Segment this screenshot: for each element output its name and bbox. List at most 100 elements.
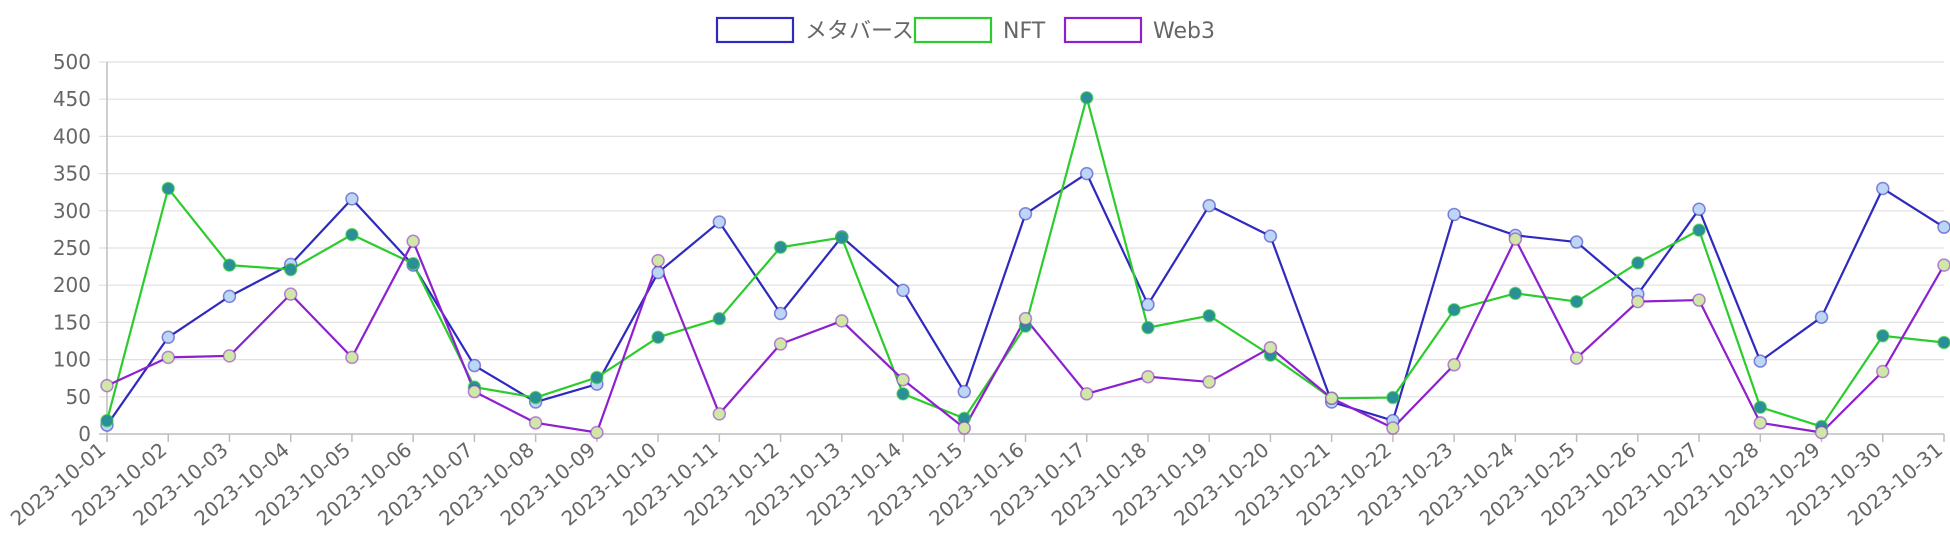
data-point: [1569, 235, 1584, 249]
series-3: [106, 237, 1945, 434]
data-point: [528, 390, 543, 405]
data-point: [1753, 400, 1768, 414]
y-tick-label: 200: [53, 273, 91, 297]
data-point: [222, 258, 237, 272]
y-axis: 0 50 100 150 200 250 300 350 400 450 500: [53, 50, 91, 446]
data-point: [651, 330, 665, 345]
data-point: [835, 314, 849, 328]
data-point: [1876, 329, 1890, 343]
data-point: [1937, 335, 1950, 350]
legend-swatch: [913, 16, 993, 44]
data-point: [1569, 294, 1584, 309]
data-point: [1937, 258, 1950, 272]
data-point: [1876, 181, 1890, 196]
data-point: [345, 227, 359, 242]
data-point: [896, 387, 910, 401]
data-point: [406, 234, 420, 249]
data-point: [1508, 232, 1523, 246]
legend-item[interactable]: メタバース: [715, 16, 914, 44]
data-point: [1692, 223, 1706, 237]
legend-item[interactable]: Web3: [1063, 16, 1215, 44]
data-point: [1141, 320, 1155, 335]
data-point: [1202, 375, 1216, 389]
data-point: [1447, 358, 1461, 372]
grid: [99, 61, 1945, 442]
data-point: [1753, 354, 1768, 368]
data-point: [1202, 198, 1216, 213]
data-point: [161, 330, 175, 345]
y-tick-label: 100: [53, 348, 91, 372]
y-tick-label: 300: [53, 199, 91, 223]
data-point: [100, 413, 114, 428]
y-tick-label: 500: [53, 50, 91, 74]
data-point: [1814, 425, 1829, 440]
data-point: [1018, 311, 1033, 326]
data-point: [896, 283, 910, 298]
data-point: [467, 358, 482, 373]
data-point: [712, 215, 727, 229]
legend-swatch: [1063, 16, 1143, 44]
data-point: [1141, 297, 1155, 312]
data-point: [1631, 294, 1645, 309]
series-2: [105, 96, 1945, 428]
legend-label: NFT: [1003, 19, 1046, 44]
legend-label: メタバース: [805, 19, 914, 44]
data-point: [1202, 308, 1216, 323]
y-tick-label: 400: [53, 124, 91, 148]
data-point: [283, 287, 298, 301]
data-point: [467, 384, 482, 399]
data-point: [1141, 369, 1155, 384]
data-point: [345, 350, 359, 365]
legend-swatch: [715, 16, 795, 44]
data-point: [1079, 387, 1094, 401]
data-point: [1876, 364, 1890, 379]
data-point: [651, 253, 665, 268]
data-point: [1263, 340, 1278, 355]
data-point: [1569, 351, 1584, 365]
y-tick-label: 350: [53, 162, 91, 186]
data-point: [1692, 293, 1706, 307]
data-point: [222, 349, 237, 363]
data-point: [896, 372, 910, 387]
data-point: [345, 192, 359, 206]
legend: メタバース NFT Web3: [715, 16, 1215, 44]
series-1-points: [100, 166, 1950, 432]
data-point: [1508, 286, 1523, 301]
data-point: [1386, 390, 1400, 405]
data-point: [1324, 391, 1339, 406]
data-point: [712, 407, 727, 421]
y-tick-label: 50: [66, 385, 91, 409]
data-point: [406, 256, 420, 271]
y-tick-label: 250: [53, 236, 91, 260]
data-point: [283, 262, 298, 277]
x-axis: 2023-10-012023-10-022023-10-032023-10-04…: [6, 437, 1947, 530]
y-tick-label: 150: [53, 310, 91, 334]
data-point: [222, 289, 237, 304]
series-line: [105, 96, 1945, 428]
data-point: [1018, 207, 1033, 221]
data-point: [100, 378, 114, 393]
data-point: [1814, 310, 1829, 324]
data-point: [161, 350, 175, 365]
y-tick-label: 450: [53, 87, 91, 111]
legend-label: Web3: [1153, 19, 1215, 44]
series-layer: [100, 90, 1950, 440]
legend-item[interactable]: NFT: [913, 16, 1046, 44]
data-point: [1263, 229, 1278, 243]
data-point: [957, 421, 972, 435]
data-point: [773, 306, 788, 321]
data-point: [590, 425, 604, 440]
series-line: [106, 237, 1945, 434]
data-point: [773, 337, 788, 351]
data-point: [835, 230, 849, 245]
data-point: [957, 384, 972, 399]
series-2-points: [100, 90, 1950, 434]
series-3-points: [100, 232, 1950, 440]
data-point: [651, 265, 665, 280]
data-point: [1447, 303, 1461, 317]
data-point: [1079, 90, 1094, 105]
data-point: [161, 181, 175, 196]
data-point: [1079, 166, 1094, 181]
data-point: [712, 311, 727, 326]
